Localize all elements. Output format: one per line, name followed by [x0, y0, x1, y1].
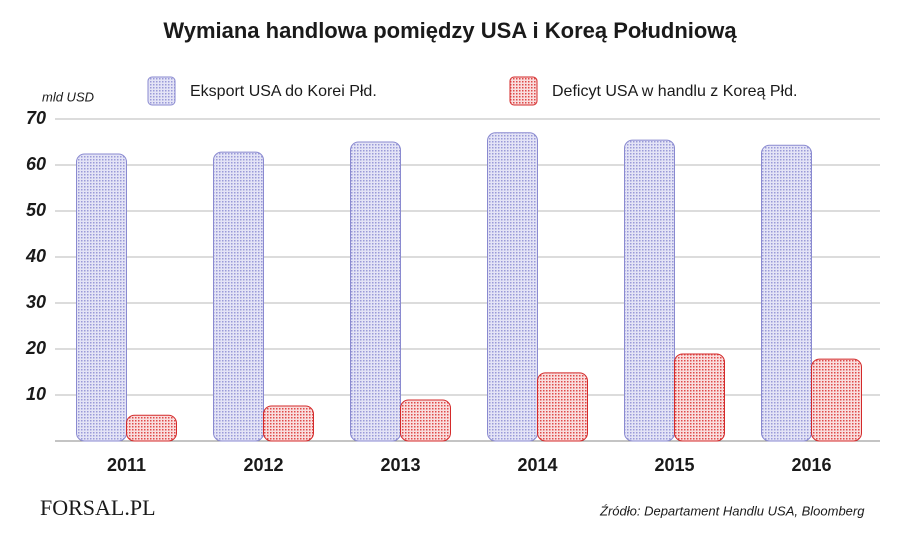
legend-swatch — [147, 76, 176, 106]
bar — [213, 151, 264, 442]
bar — [126, 414, 177, 442]
legend-swatch — [509, 76, 538, 106]
bar — [400, 399, 451, 442]
x-tick-label: 2013 — [380, 455, 420, 475]
y-tick-label: 60 — [26, 154, 46, 174]
bar — [487, 132, 538, 442]
x-tick-label: 2014 — [517, 455, 557, 475]
logo: FORSAL.PL — [40, 495, 156, 520]
y-tick-label: 10 — [26, 384, 46, 404]
bar — [624, 139, 675, 442]
y-tick-label: 20 — [25, 338, 46, 358]
bar — [537, 372, 588, 442]
x-tick-label: 2016 — [791, 455, 831, 475]
y-tick-label: 40 — [25, 246, 46, 266]
bar — [674, 353, 725, 442]
y-axis-label: mld USD — [42, 89, 94, 104]
legend-label: Deficyt USA w handlu z Koreą Płd. — [552, 83, 797, 100]
x-tick-label: 2012 — [243, 455, 283, 475]
chart-title: Wymiana handlowa pomiędzy USA i Koreą Po… — [163, 18, 737, 43]
y-tick-label: 30 — [26, 292, 46, 312]
bar — [811, 358, 862, 442]
bar — [761, 144, 812, 442]
y-tick-label: 50 — [26, 200, 46, 220]
bar — [76, 153, 127, 442]
legend-label: Eksport USA do Korei Płd. — [190, 83, 377, 100]
bar — [350, 141, 401, 442]
x-tick-label: 2011 — [107, 455, 146, 475]
source: Źródło: Departament Handlu USA, Bloomber… — [599, 503, 865, 518]
y-tick-label: 70 — [26, 108, 46, 128]
bar — [263, 405, 314, 442]
x-tick-label: 2015 — [654, 455, 694, 475]
